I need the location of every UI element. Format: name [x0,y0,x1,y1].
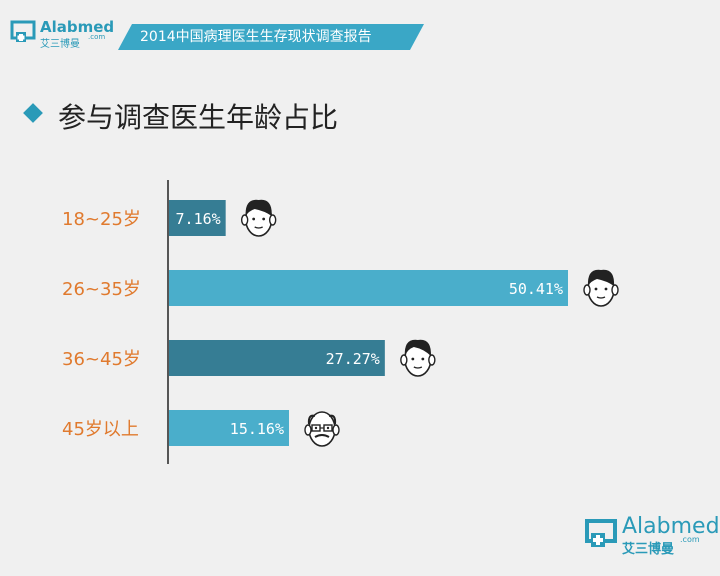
footer-logo: Alabmed 艾三博曼 .com [584,514,720,564]
age-distribution-chart: 18~25岁 7.16% 26~35岁 50.41% 36~45岁 27.27% 45岁以上… [62,180,619,464]
value-label: 15.16% [230,420,284,438]
bar [169,340,385,376]
header-logo-cn: 艾三博曼 [40,39,80,50]
footer-logo-com: .com [680,535,700,544]
alabmed-logo-icon [10,20,36,42]
category-label: 18~25岁 [62,209,141,230]
bar [169,410,289,446]
elderly-face-icon [304,411,340,447]
header-logo: Alabmed 艾三博曼 .com [10,18,120,54]
report-title-banner: 2014中国病理医生生存现状调查报告 [118,24,424,50]
category-label: 45岁以上 [62,419,139,440]
young-face-icon [240,199,277,237]
middle-aged-face-icon [400,339,436,377]
section-title: 参与调查医生年龄占比 [58,101,339,134]
adult-face-icon [583,269,619,307]
alabmed-logo-icon [585,519,617,547]
value-label: 27.27% [326,350,380,368]
footer-logo-cn: 艾三博曼 [622,542,675,557]
header-logo-en: Alabmed [40,18,115,36]
diamond-bullet-icon [23,103,43,123]
header-logo-com: .com [88,33,106,41]
value-label: 7.16% [176,210,221,228]
report-title: 2014中国病理医生生存现状调查报告 [140,29,372,45]
bar [169,270,568,306]
category-label: 26~35岁 [62,279,141,300]
bar [169,200,226,236]
category-label: 36~45岁 [62,349,141,370]
value-label: 50.41% [509,280,563,298]
top-bar: Alabmed 艾三博曼 .com 2014中国病理医生生存现状调查报告 [0,0,720,62]
footer-logo-en: Alabmed [622,514,720,539]
